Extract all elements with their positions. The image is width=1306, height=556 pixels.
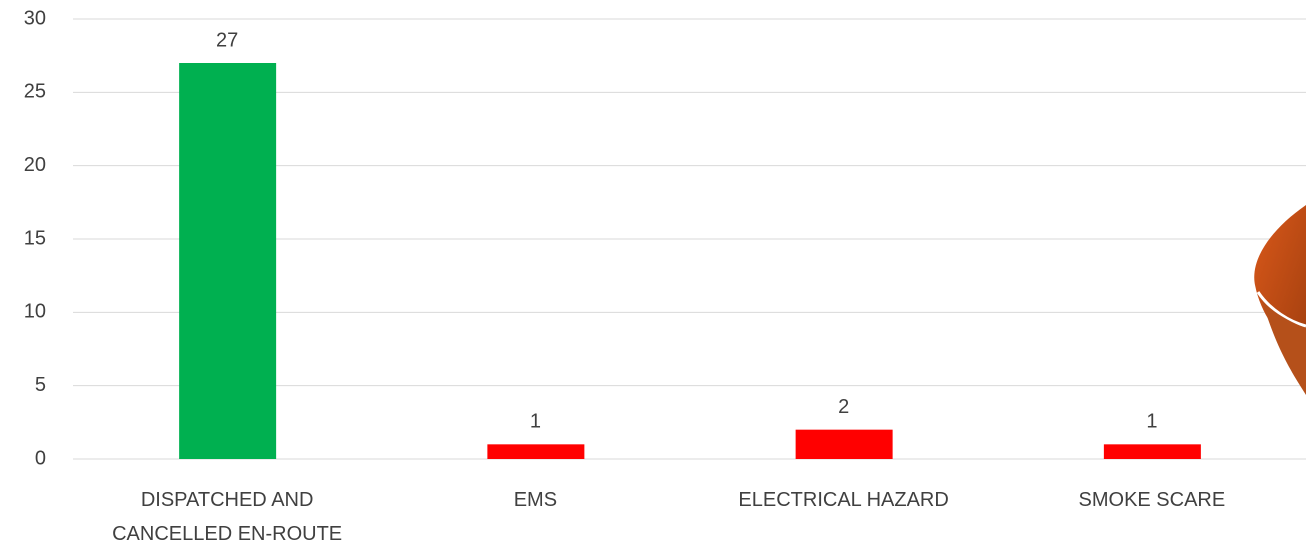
x-tick-label: SMOKE SCARE (1078, 489, 1226, 511)
data-label: 2 (838, 396, 849, 418)
x-tick-label: EMS (513, 489, 558, 511)
y-tick-label: 0 (35, 447, 46, 469)
data-label: 1 (1146, 411, 1157, 433)
x-tick-label: DISPATCHED AND CANCELLED EN-ROUTE (112, 489, 343, 545)
y-tick-label: 5 (35, 374, 46, 396)
y-tick-label: 20 (24, 154, 46, 176)
y-tick-label: 10 (24, 301, 46, 323)
bar (1103, 444, 1201, 459)
bar (487, 444, 585, 459)
data-label: 1 (530, 411, 541, 433)
bar (179, 63, 277, 459)
x-tick-label: ELECTRICAL HAZARD (738, 489, 949, 511)
y-tick-label: 25 (24, 81, 46, 103)
bar (795, 429, 893, 459)
decoration (1254, 205, 1306, 395)
y-tick-label: 30 (24, 7, 46, 29)
y-tick-label: 15 (24, 227, 46, 249)
data-label: 27 (216, 29, 238, 51)
